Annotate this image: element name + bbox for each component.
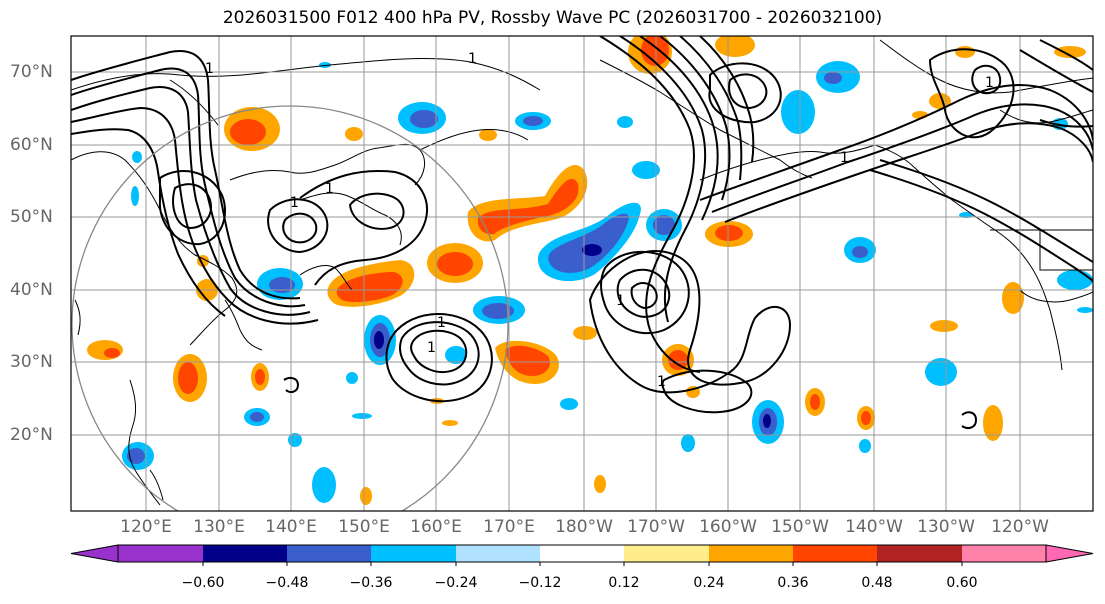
- contour-label: 1: [985, 75, 994, 91]
- colorbar-segment: [962, 545, 1046, 562]
- lat-label-70n: 70°N: [10, 62, 53, 82]
- lon-label-170w: 170°W: [627, 517, 685, 537]
- colorbar-tick-label: −0.36: [349, 575, 393, 591]
- colorbar-tick-label: 0.12: [608, 575, 640, 591]
- colorbar-tick-label: −0.48: [265, 575, 309, 591]
- colorbar-ticks: [202, 562, 963, 566]
- lat-label-60n: 60°N: [10, 135, 53, 155]
- colorbar-tick-label: 0.48: [861, 575, 893, 591]
- contour-label: 1: [437, 315, 446, 331]
- map-frame: [70, 35, 1094, 512]
- contour-label: 1: [616, 293, 625, 309]
- contour-label: 1: [840, 150, 849, 166]
- lon-label-140w: 140°W: [845, 517, 903, 537]
- colorbar-segment: [118, 545, 203, 562]
- highlight-ring: [71, 105, 509, 511]
- contour-label: 1: [325, 181, 334, 197]
- colorbar-tick-label: −0.60: [181, 575, 225, 591]
- colorbar-tick-label: 0.24: [693, 575, 725, 591]
- colorbar-tick-label: −0.24: [434, 575, 478, 591]
- colorbar-frame: [117, 544, 1047, 563]
- map-title: 2026031500 F012 400 hPa PV, Rossby Wave …: [222, 8, 883, 28]
- contour-label: 1: [290, 195, 299, 211]
- lon-label-180w: 180°W: [555, 517, 613, 537]
- colorbar-tick-label: 0.60: [946, 575, 978, 591]
- lat-label-20n: 20°N: [10, 425, 53, 445]
- lon-label-160e: 160°E: [410, 517, 462, 537]
- colorbar-segment: [793, 545, 877, 562]
- lat-label-50n: 50°N: [10, 207, 53, 227]
- lon-label-120w: 120°W: [991, 517, 1049, 537]
- lat-label-30n: 30°N: [10, 352, 53, 372]
- lon-label-170e: 170°E: [483, 517, 535, 537]
- contour-label: 1: [468, 51, 477, 67]
- lat-label-40n: 40°N: [10, 280, 53, 300]
- colorbar-tick-label: 0.36: [777, 575, 809, 591]
- colorbar-tick-label: −0.12: [518, 575, 562, 591]
- contour-label: 1: [205, 61, 214, 77]
- colorbar-segment: [877, 545, 962, 562]
- colorbar-segment: [287, 545, 371, 562]
- colorbar-segment: [371, 545, 456, 562]
- colorbar: [70, 544, 1094, 563]
- contour-labels: 1 1 1 1 1 1 1 1 1 1: [205, 51, 994, 390]
- map-area: 1 1 1 1 1 1 1 1 1 1: [71, 36, 1093, 511]
- colorbar-extend-low: [70, 544, 119, 563]
- lon-label-130w: 130°W: [917, 517, 975, 537]
- colorbar-segment: [709, 545, 793, 562]
- lon-label-130e: 130°E: [193, 517, 245, 537]
- colorbar-segment: [456, 545, 540, 562]
- colorbar-segment: [540, 545, 624, 562]
- lon-label-120e: 120°E: [120, 517, 172, 537]
- colorbar-segment: [624, 545, 709, 562]
- lon-label-150w: 150°W: [771, 517, 829, 537]
- rossby-wave-contours: [71, 36, 1093, 429]
- contour-label: 1: [657, 374, 666, 390]
- lon-label-150e: 150°E: [338, 517, 390, 537]
- colorbar-segment: [203, 545, 287, 562]
- lon-label-160w: 160°W: [699, 517, 757, 537]
- contour-label: 1: [427, 340, 436, 356]
- colorbar-extend-high: [1045, 544, 1094, 563]
- lon-label-140e: 140°E: [265, 517, 317, 537]
